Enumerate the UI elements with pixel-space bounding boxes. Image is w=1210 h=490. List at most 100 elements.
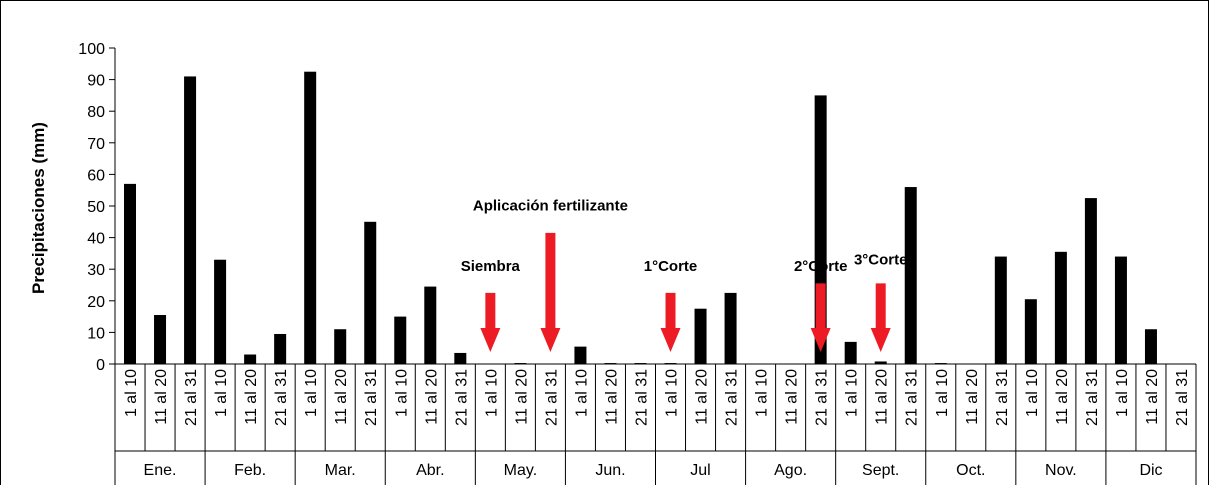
annotation-label-corte1: 1°Corte — [644, 258, 698, 275]
y-axis-label: Precipitaciones (mm) — [29, 122, 48, 294]
annotation-arrow-corte1 — [660, 292, 681, 352]
bar — [364, 221, 377, 364]
bar — [304, 71, 317, 364]
period-tick-label: 1 al 10 — [303, 369, 320, 417]
bar — [844, 341, 857, 364]
period-tick-label: 21 al 31 — [1174, 369, 1191, 426]
bar — [424, 286, 437, 364]
annotation-label-siembra: Siembra — [461, 258, 521, 275]
period-tick-label: 1 al 10 — [1024, 369, 1041, 417]
bar — [184, 76, 197, 364]
period-tick-label: 21 al 31 — [543, 369, 560, 426]
period-tick-label: 1 al 10 — [573, 369, 590, 417]
period-tick-label: 11 al 20 — [333, 369, 350, 425]
y-tick-label: 10 — [87, 325, 105, 342]
y-tick-label: 90 — [87, 73, 105, 90]
period-tick-label: 11 al 20 — [423, 369, 440, 425]
bar — [1054, 251, 1067, 364]
period-tick-label: 1 al 10 — [664, 369, 681, 417]
period-tick-label: 1 al 10 — [1114, 369, 1131, 417]
y-tick-label: 0 — [96, 357, 105, 374]
annotation-layer: Siembra Aplicación fertilizante 1°Corte 2°C… — [461, 198, 908, 352]
period-tick-label: 1 al 10 — [844, 369, 861, 417]
period-tick-label: 11 al 20 — [513, 369, 530, 425]
annotation-label-corte3: 3°Corte — [854, 252, 908, 269]
y-tick-label: 50 — [87, 199, 105, 216]
annotation-arrow-aplicacion — [540, 232, 561, 352]
month-label: Oct. — [956, 462, 985, 479]
bar — [1084, 198, 1097, 364]
bar — [454, 352, 467, 364]
month-label: Feb. — [234, 462, 266, 479]
y-tick-label: 100 — [78, 41, 105, 58]
period-tick-label: 1 al 10 — [213, 369, 230, 417]
annotation-arrow-corte3 — [870, 283, 891, 352]
bar — [394, 316, 407, 364]
period-tick-label: 21 al 31 — [1084, 369, 1101, 426]
period-tick-label: 21 al 31 — [453, 369, 470, 426]
month-label: Ene. — [144, 462, 177, 479]
annotation-label-aplicacion: Aplicación fertilizante — [473, 198, 628, 215]
bar — [244, 354, 257, 364]
period-tick-label: 11 al 20 — [1054, 369, 1071, 425]
month-label: May. — [504, 462, 537, 479]
period-tick-label: 11 al 20 — [964, 369, 981, 425]
bar — [154, 315, 167, 364]
axis-layer: 0 10 20 30 40 50 60 70 80 90 100 — [78, 41, 116, 374]
annotation-arrow-corte2 — [810, 283, 831, 352]
bar — [334, 329, 347, 364]
period-tick-label: 1 al 10 — [754, 369, 771, 417]
bar — [124, 183, 137, 364]
period-tick-label: 1 al 10 — [483, 369, 500, 417]
bar — [274, 333, 287, 364]
period-tick-label: 11 al 20 — [243, 369, 260, 425]
period-tick-label: 21 al 31 — [904, 369, 921, 426]
period-tick-label: 21 al 31 — [363, 369, 380, 426]
bar — [694, 308, 707, 364]
month-label: Jul — [690, 462, 710, 479]
period-tick-label: 11 al 20 — [1144, 369, 1161, 425]
category-layer: 1 al 10 11 al 20 21 al 31 1 al 10 11 al 20 21… — [114, 363, 1197, 485]
month-label: Abr. — [416, 462, 444, 479]
period-tick-label: 21 al 31 — [183, 369, 200, 426]
y-tick-label: 20 — [87, 294, 105, 311]
period-tick-label: 11 al 20 — [153, 369, 170, 425]
period-tick-label: 21 al 31 — [994, 369, 1011, 426]
bar — [724, 292, 737, 364]
y-tick-label: 80 — [87, 104, 105, 121]
bar — [214, 259, 227, 364]
month-label: Ago. — [774, 462, 807, 479]
month-label: Nov. — [1045, 462, 1077, 479]
bar-layer — [124, 71, 1157, 365]
month-label: Sept. — [862, 462, 899, 479]
period-tick-label: 11 al 20 — [784, 369, 801, 425]
period-tick-label: 11 al 20 — [604, 369, 621, 425]
y-tick-label: 70 — [87, 136, 105, 153]
bar — [904, 187, 917, 364]
bar — [1114, 256, 1127, 364]
bar — [1144, 329, 1157, 364]
bar — [574, 346, 587, 364]
period-tick-label: 1 al 10 — [393, 369, 410, 417]
bar — [1024, 299, 1037, 364]
period-tick-label: 1 al 10 — [934, 369, 951, 417]
month-label: Dic — [1139, 462, 1162, 479]
y-tick-label: 60 — [87, 167, 105, 184]
bar — [994, 256, 1007, 364]
annotation-label-corte2: 2°Corte — [794, 258, 848, 275]
y-tick-label: 40 — [87, 231, 105, 248]
bar — [874, 361, 887, 364]
month-label: Mar. — [325, 462, 356, 479]
period-tick-label: 11 al 20 — [694, 369, 711, 425]
month-label: Jun. — [595, 462, 625, 479]
period-tick-label: 21 al 31 — [724, 369, 741, 426]
period-tick-label: 1 al 10 — [123, 369, 140, 417]
period-tick-label: 21 al 31 — [273, 369, 290, 426]
period-tick-label: 11 al 20 — [874, 369, 891, 425]
period-tick-label: 21 al 31 — [814, 369, 831, 426]
period-tick-label: 21 al 31 — [634, 369, 651, 426]
annotation-arrow-siembra — [480, 292, 501, 352]
y-tick-label: 30 — [87, 262, 105, 279]
